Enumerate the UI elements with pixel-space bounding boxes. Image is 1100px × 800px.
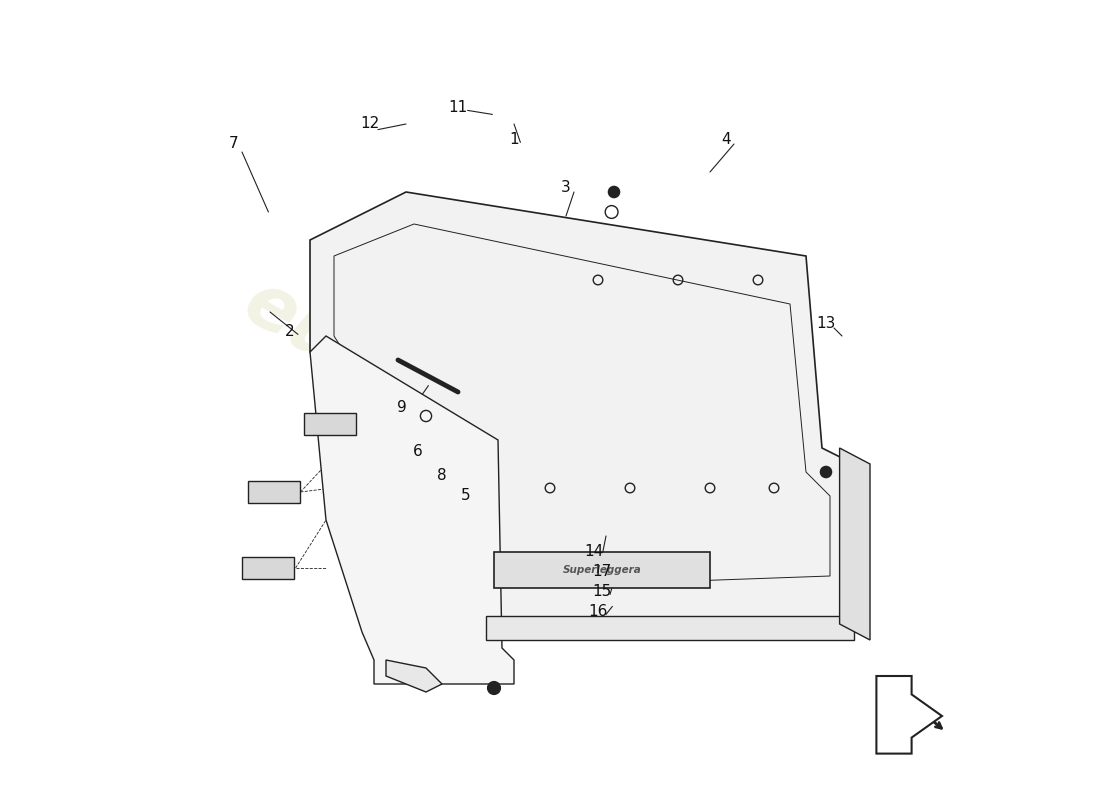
Text: 11: 11 — [449, 101, 468, 115]
Circle shape — [487, 682, 500, 694]
Polygon shape — [304, 413, 356, 435]
Polygon shape — [386, 660, 442, 692]
Text: eurospares: eurospares — [230, 266, 678, 566]
Text: 7: 7 — [229, 137, 239, 151]
Polygon shape — [486, 616, 854, 640]
Text: 2: 2 — [285, 325, 295, 339]
Text: 3: 3 — [561, 181, 571, 195]
Text: 16: 16 — [588, 605, 607, 619]
Polygon shape — [310, 192, 854, 640]
Polygon shape — [242, 557, 295, 579]
Text: 14: 14 — [584, 545, 604, 559]
Polygon shape — [877, 676, 942, 754]
Circle shape — [608, 186, 619, 198]
Polygon shape — [310, 336, 514, 684]
Text: 1: 1 — [509, 133, 519, 147]
Polygon shape — [494, 552, 710, 588]
Text: Superleggera: Superleggera — [562, 565, 641, 574]
Text: 5: 5 — [461, 489, 471, 503]
Text: 12: 12 — [361, 117, 379, 131]
Text: 9: 9 — [397, 401, 407, 415]
Circle shape — [821, 466, 832, 478]
Text: 17: 17 — [593, 565, 612, 579]
Polygon shape — [839, 448, 870, 640]
Text: 6: 6 — [414, 445, 422, 459]
Polygon shape — [248, 481, 300, 503]
Text: a passion for parts since 1985: a passion for parts since 1985 — [319, 427, 620, 613]
Text: 13: 13 — [816, 317, 836, 331]
Text: 15: 15 — [593, 585, 612, 599]
Text: 8: 8 — [437, 469, 447, 483]
Text: 4: 4 — [722, 133, 730, 147]
